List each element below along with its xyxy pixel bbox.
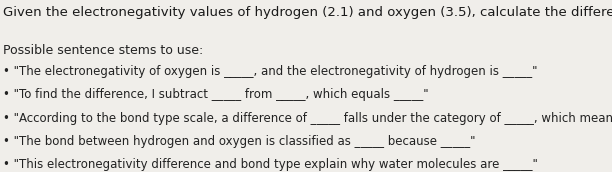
Text: • "To find the difference, I subtract _____ from _____, which equals _____": • "To find the difference, I subtract __… (3, 88, 428, 101)
Text: • "The bond between hydrogen and oxygen is classified as _____ because _____": • "The bond between hydrogen and oxygen … (3, 135, 476, 148)
Text: • "This electronegativity difference and bond type explain why water molecules a: • "This electronegativity difference and… (3, 158, 538, 171)
Text: • "According to the bond type scale, a difference of _____ falls under the categ: • "According to the bond type scale, a d… (3, 112, 612, 125)
Text: Given the electronegativity values of hydrogen (2.1) and oxygen (3.5), calculate: Given the electronegativity values of hy… (3, 6, 612, 19)
Text: Possible sentence stems to use:: Possible sentence stems to use: (3, 44, 203, 57)
Text: • "The electronegativity of oxygen is _____, and the electronegativity of hydrog: • "The electronegativity of oxygen is __… (3, 65, 537, 78)
